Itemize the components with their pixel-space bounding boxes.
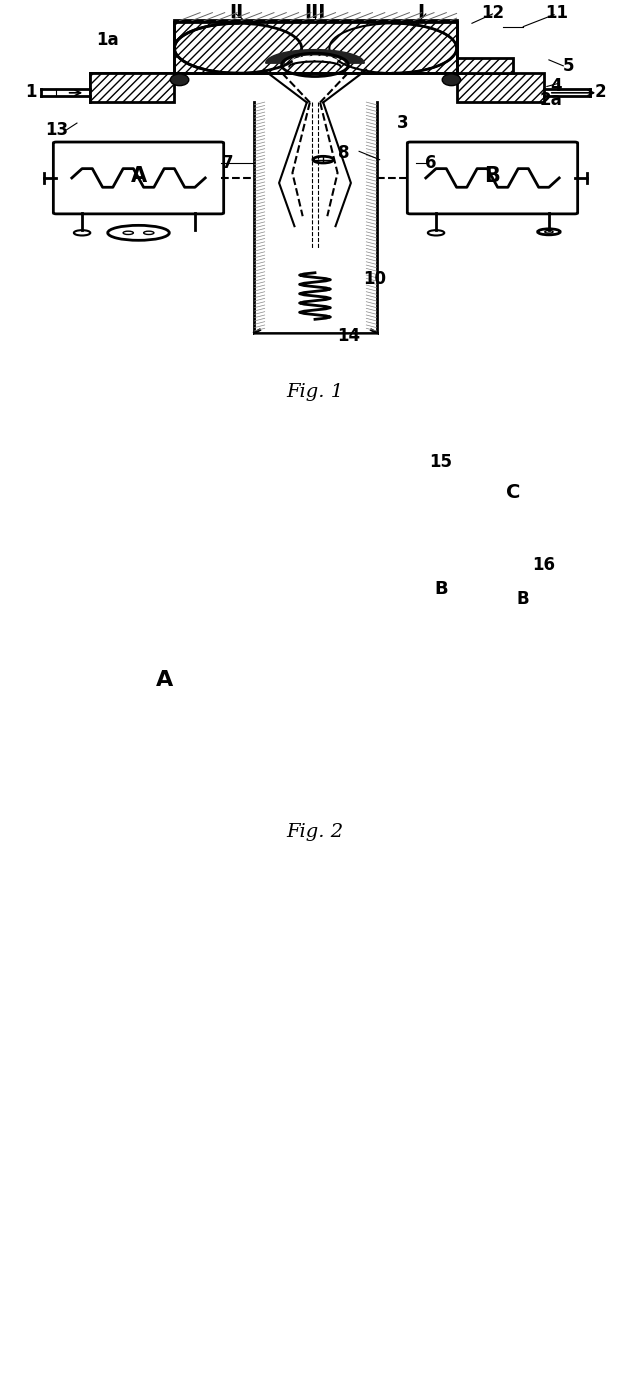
Bar	[457, 58, 513, 73]
Polygon shape	[349, 561, 534, 624]
Text: 4: 4	[551, 77, 562, 95]
Text: A: A	[131, 166, 146, 187]
Ellipse shape	[170, 74, 189, 85]
Text: 12: 12	[481, 4, 504, 22]
Text: 14: 14	[338, 327, 360, 345]
Text: B: B	[434, 580, 448, 598]
Polygon shape	[223, 484, 408, 534]
Text: B: B	[485, 166, 500, 187]
Text: 5: 5	[562, 56, 574, 74]
Text: I: I	[417, 3, 424, 22]
Text: Fig. 2: Fig. 2	[286, 823, 343, 841]
Text: 8: 8	[338, 144, 350, 162]
FancyBboxPatch shape	[174, 21, 457, 73]
Text: 16: 16	[533, 556, 555, 574]
Bar	[457, 73, 544, 103]
Text: B: B	[517, 589, 529, 607]
Text: 2: 2	[594, 84, 606, 102]
Polygon shape	[266, 49, 364, 63]
Text: 3: 3	[396, 114, 408, 132]
Ellipse shape	[442, 74, 461, 85]
Text: II: II	[229, 3, 243, 22]
Text: 10: 10	[363, 271, 386, 289]
Text: A: A	[155, 671, 173, 690]
Ellipse shape	[329, 23, 457, 73]
Ellipse shape	[103, 521, 123, 530]
Text: 1a: 1a	[97, 30, 119, 49]
Text: 6: 6	[425, 154, 437, 172]
Text: Fig. 1: Fig. 1	[286, 383, 343, 401]
Text: 11: 11	[546, 4, 569, 22]
Text: 7: 7	[222, 154, 233, 172]
Bar	[90, 73, 174, 103]
Text: 13: 13	[45, 121, 68, 139]
Text: 1: 1	[25, 84, 37, 102]
Text: III: III	[304, 3, 326, 22]
Text: C: C	[506, 482, 520, 502]
Text: 2a: 2a	[540, 91, 562, 109]
Text: 15: 15	[430, 453, 452, 471]
Ellipse shape	[174, 23, 302, 73]
